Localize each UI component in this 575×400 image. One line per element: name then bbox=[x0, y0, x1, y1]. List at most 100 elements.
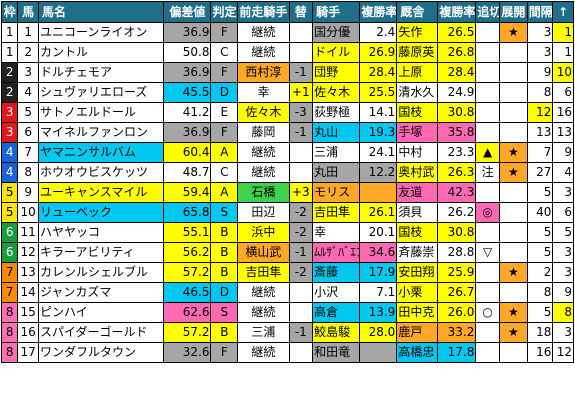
stable-cell: 国枝 bbox=[396, 222, 439, 243]
jockey-cell: 小沢 bbox=[312, 282, 361, 303]
horse-name-cell: ジャンカズマ bbox=[37, 282, 165, 303]
oikiri-mark-cell bbox=[475, 222, 500, 243]
kankaku-cell: 13 bbox=[526, 122, 554, 143]
hensa-cell: 36.9 bbox=[163, 62, 212, 83]
col-jockey[interactable]: 騎手 bbox=[312, 1, 361, 23]
rank-cell: 10 bbox=[552, 62, 574, 83]
previous-jockey-cell: 継続 bbox=[237, 142, 290, 163]
hantei-cell: F bbox=[210, 22, 239, 43]
tenkai-mark-cell: ★ bbox=[498, 322, 528, 343]
uma-number-cell: 3 bbox=[17, 62, 39, 83]
col-hensa[interactable]: 偏差値 bbox=[163, 1, 212, 23]
table-row[interactable]: 3 6 マイネルファンロン 36.9 F 藤岡 -1 丸山 19.3 手塚 35.8 13 13 bbox=[0, 122, 574, 143]
waku-cell: 7 bbox=[0, 282, 19, 303]
col-oikiri[interactable]: 追切 bbox=[475, 1, 500, 23]
table-row[interactable]: 8 16 スパイダーゴールド 57.2 B 三浦 -1 鮫島駿 28.0 鹿戸 33.2 ★ 18 3 bbox=[0, 322, 574, 343]
jockey-change-cell: -1 bbox=[288, 242, 314, 263]
horse-name-cell: カントル bbox=[37, 42, 165, 63]
jockey-change-cell: +1 bbox=[288, 82, 314, 103]
hensa-cell: 46.5 bbox=[163, 282, 212, 303]
waku-cell: 8 bbox=[0, 322, 19, 343]
table-header: 枠 馬 馬名 偏差値 判定 前走騎手 替 騎手 複勝率 厩舎 複勝率 追切 展開… bbox=[0, 1, 574, 23]
col-stable-rate[interactable]: 複勝率 bbox=[437, 1, 477, 23]
table-row[interactable]: 6 11 ハヤヤッコ 55.1 B 浜中 -2 幸 20.1 国枝 30.8 5 5 bbox=[0, 222, 574, 243]
kankaku-cell: 7 bbox=[526, 142, 554, 163]
stable-rate-cell: 26.3 bbox=[437, 162, 477, 183]
hensa-cell: 59.4 bbox=[163, 182, 212, 203]
stable-cell: 安田翔 bbox=[396, 262, 439, 283]
stable-rate-cell: 26.5 bbox=[437, 22, 477, 43]
kankaku-cell: 8 bbox=[526, 282, 554, 303]
table-row[interactable]: 4 7 ヤマニンサルバム 60.4 A 継続 三浦 24.1 中村 23.3 ▲ ★ 7 9 bbox=[0, 142, 574, 163]
jockey-change-cell: -2 bbox=[288, 222, 314, 243]
hensa-cell: 62.6 bbox=[163, 302, 212, 323]
kankaku-cell: 5 bbox=[526, 242, 554, 263]
table-row[interactable]: 1 1 ユニコーンライオン 36.9 F 継続 国分優 2.4 矢作 26.5 ★ 3 1 bbox=[0, 22, 574, 43]
table-row[interactable]: 6 12 キラーアビリティ 56.2 B 横山武 -1 ﾑﾙｻﾞﾊﾞｴﾌ 34.6 斉藤崇 28.8… bbox=[0, 242, 574, 263]
stable-cell: 奥村武 bbox=[396, 162, 439, 183]
kankaku-cell: 2 bbox=[526, 262, 554, 283]
table-row[interactable]: 2 4 シュヴァリエローズ 45.5 D 幸 +1 佐々木 25.5 清水久 24.9 8 6 bbox=[0, 82, 574, 103]
previous-jockey-cell: 藤岡 bbox=[237, 122, 290, 143]
horse-name-cell: ドルチェモア bbox=[37, 62, 165, 83]
stable-rate-cell: 25.9 bbox=[437, 262, 477, 283]
tenkai-mark-cell bbox=[498, 42, 528, 63]
col-kae[interactable]: 替 bbox=[288, 1, 314, 23]
tenkai-mark-cell bbox=[498, 62, 528, 83]
jockey-rate-cell: 7.1 bbox=[359, 282, 398, 303]
jockey-cell: 三浦 bbox=[312, 142, 361, 163]
hantei-cell: F bbox=[210, 62, 239, 83]
horse-name-cell: キラーアビリティ bbox=[37, 242, 165, 263]
jockey-change-cell: -2 bbox=[288, 202, 314, 223]
table-row[interactable]: 1 2 カントル 50.8 C 継続 ドイル 26.9 藤原英 26.8 3 1 bbox=[0, 42, 574, 63]
col-waku[interactable]: 枠 bbox=[0, 1, 19, 23]
col-hantei[interactable]: 判定 bbox=[210, 1, 239, 23]
table-row[interactable]: 8 17 ワンダフルタウン 32.6 F 継続 和田竜 高橋忠 17.8 16 12 bbox=[0, 342, 574, 363]
jockey-change-cell bbox=[288, 302, 314, 323]
col-uma[interactable]: 馬 bbox=[17, 1, 39, 23]
col-zensou-jockey[interactable]: 前走騎手 bbox=[237, 1, 290, 23]
col-arrow-up-icon[interactable]: ↑ bbox=[552, 1, 574, 23]
table-row[interactable]: 2 3 ドルチェモア 36.9 F 西村淳 -1 団野 28.4 上原 28.4 9 10 bbox=[0, 62, 574, 83]
col-kankaku[interactable]: 間隔 bbox=[526, 1, 554, 23]
horse-name-cell: スパイダーゴールド bbox=[37, 322, 165, 343]
hensa-cell: 45.5 bbox=[163, 82, 212, 103]
uma-number-cell: 11 bbox=[17, 222, 39, 243]
stable-cell: 友道 bbox=[396, 182, 439, 203]
table-row[interactable]: 5 9 ユーキャンスマイル 59.4 A 石橋 +3 モリス 友道 42.3 5 3 bbox=[0, 182, 574, 203]
jockey-cell: 佐々木 bbox=[312, 82, 361, 103]
col-tenkai[interactable]: 展開 bbox=[498, 1, 528, 23]
tenkai-mark-cell bbox=[498, 122, 528, 143]
tenkai-mark-cell bbox=[498, 222, 528, 243]
col-name[interactable]: 馬名 bbox=[37, 1, 165, 23]
horse-name-cell: ユーキャンスマイル bbox=[37, 182, 165, 203]
tenkai-mark-cell: ★ bbox=[498, 22, 528, 43]
hantei-cell: B bbox=[210, 222, 239, 243]
hantei-cell: C bbox=[210, 42, 239, 63]
table-row[interactable]: 4 8 ホウオウビスケッツ 48.7 C 継続 丸田 12.2 奥村武 26.3 注 ★ 27 4 bbox=[0, 162, 574, 183]
jockey-cell: モリス bbox=[312, 182, 361, 203]
table-row[interactable]: 3 5 サトノエルドール 41.2 E 佐々木 -3 荻野極 14.1 国枝 30.8 12 16 bbox=[0, 102, 574, 123]
col-stable[interactable]: 厩舎 bbox=[396, 1, 439, 23]
hensa-cell: 57.2 bbox=[163, 322, 212, 343]
waku-cell: 2 bbox=[0, 62, 19, 83]
table-row[interactable]: 5 10 リューベック 65.8 S 田辺 -2 吉田隼 26.1 須貝 26.2 ◎ 40 6 bbox=[0, 202, 574, 223]
table-row[interactable]: 8 15 ピンハイ 62.6 S 継続 高倉 13.9 田中克 26.0 ○ ★ 5 8 bbox=[0, 302, 574, 323]
hensa-cell: 65.8 bbox=[163, 202, 212, 223]
rank-cell: 5 bbox=[552, 222, 574, 243]
horse-name-cell: マイネルファンロン bbox=[37, 122, 165, 143]
previous-jockey-cell: 幸 bbox=[237, 82, 290, 103]
hantei-cell: F bbox=[210, 122, 239, 143]
hensa-cell: 48.7 bbox=[163, 162, 212, 183]
col-jockey-rate[interactable]: 複勝率 bbox=[359, 1, 398, 23]
tenkai-mark-cell: ★ bbox=[498, 142, 528, 163]
table-row[interactable]: 7 13 カレンルシェルブル 57.2 B 吉田隼 -2 斎藤 17.9 安田翔 25.9 ★ 2 3 bbox=[0, 262, 574, 283]
hensa-cell: 36.9 bbox=[163, 122, 212, 143]
stable-rate-cell: 30.8 bbox=[437, 102, 477, 123]
uma-number-cell: 4 bbox=[17, 82, 39, 103]
jockey-change-cell bbox=[288, 22, 314, 43]
previous-jockey-cell: 田辺 bbox=[237, 202, 290, 223]
table-row[interactable]: 7 14 ジャンカズマ 46.5 D 継続 小沢 7.1 小栗 26.7 8 9 bbox=[0, 282, 574, 303]
stable-cell: 藤原英 bbox=[396, 42, 439, 63]
